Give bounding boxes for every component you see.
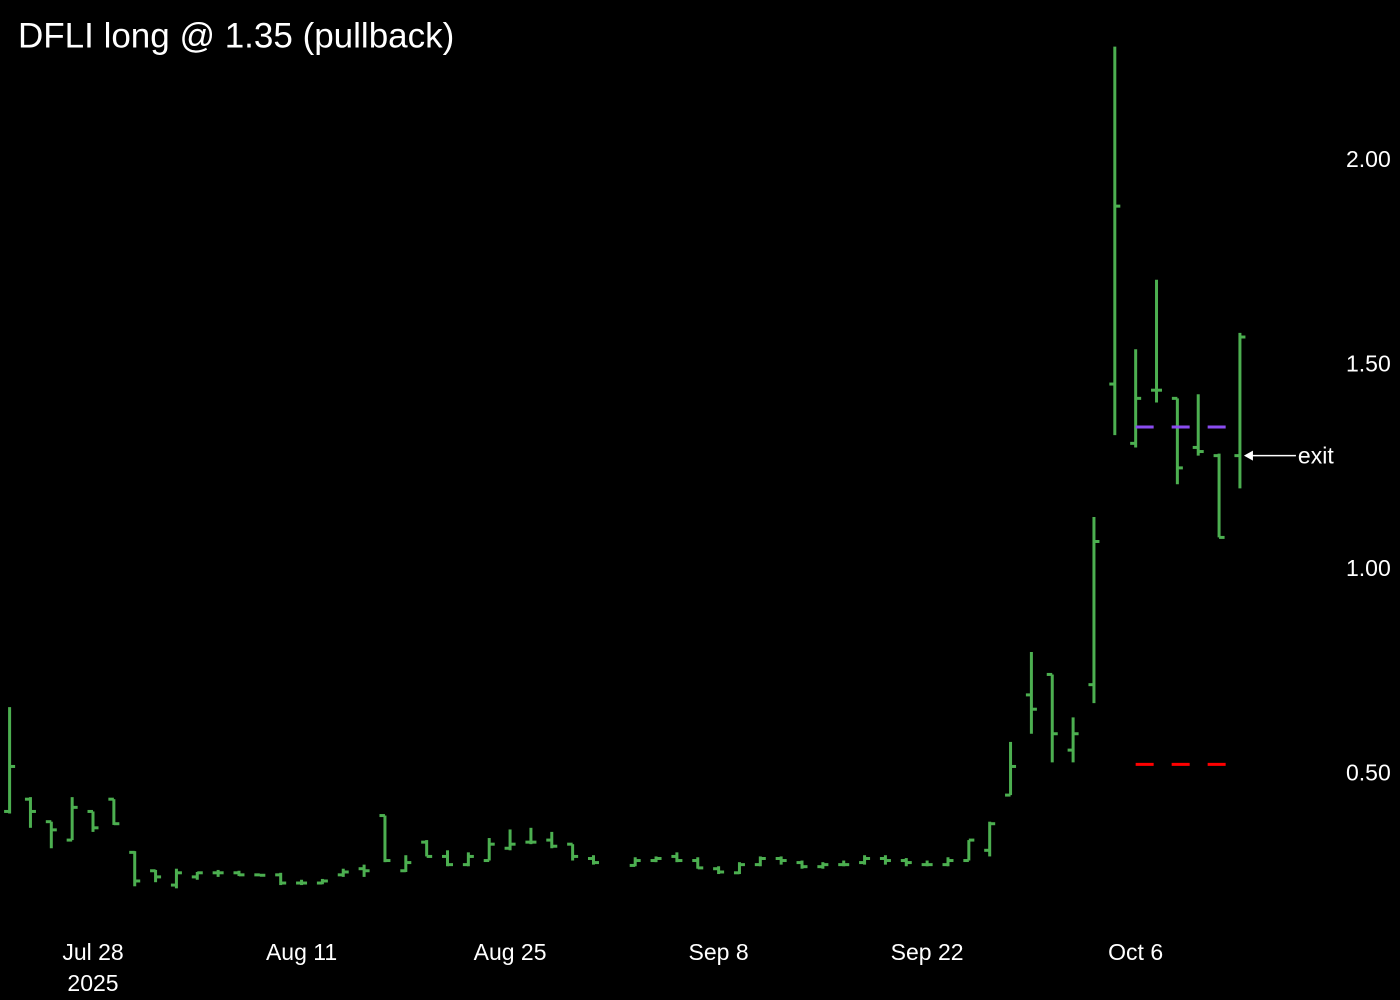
x-tick-label: Jul 28	[62, 939, 123, 965]
annotation-arrowhead	[1243, 450, 1253, 461]
x-tick-label: Sep 22	[891, 939, 964, 965]
x-tick-label: Aug 25	[474, 939, 547, 965]
y-tick-label: 1.50	[1346, 351, 1391, 377]
x-year-label: 2025	[67, 970, 118, 996]
chart-title: DFLI long @ 1.35 (pullback)	[18, 16, 454, 55]
annotation-text: exit	[1298, 443, 1334, 469]
x-tick-label: Aug 11	[266, 939, 337, 965]
y-tick-label: 0.50	[1346, 760, 1391, 786]
x-tick-label: Oct 6	[1108, 939, 1163, 965]
y-tick-label: 2.00	[1346, 146, 1391, 172]
x-tick-label: Sep 8	[689, 939, 749, 965]
y-tick-label: 1.00	[1346, 555, 1391, 581]
